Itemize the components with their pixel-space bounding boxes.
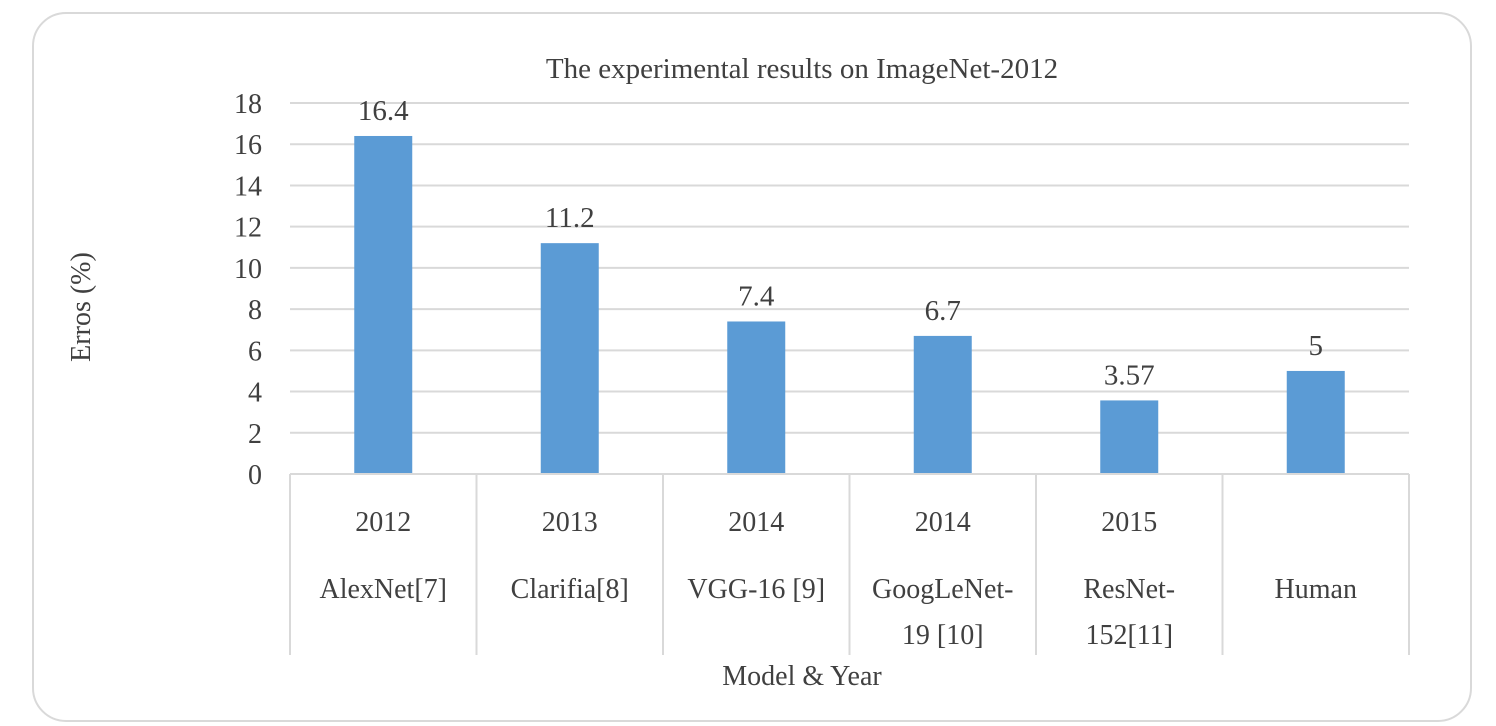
x-category-model: VGG-16 [9]	[687, 574, 825, 605]
y-tick-label: 4	[248, 378, 262, 409]
data-label: 6.7	[925, 295, 961, 327]
bar	[727, 321, 786, 474]
bar	[354, 135, 413, 474]
x-category-year: 2014	[915, 507, 971, 538]
data-label: 3.57	[1104, 359, 1155, 391]
data-label: 7.4	[738, 280, 775, 312]
y-tick-label: 16	[234, 130, 262, 161]
x-category-model: 152[11]	[1085, 620, 1173, 651]
y-tick-label: 6	[248, 336, 262, 367]
x-category-model: 19 [10]	[902, 620, 984, 651]
x-category-model: AlexNet[7]	[319, 574, 447, 605]
x-category-model: Human	[1275, 574, 1357, 605]
chart-title: The experimental results on ImageNet-201…	[546, 53, 1058, 85]
x-category-year: 2014	[728, 507, 784, 538]
x-category-year: 2015	[1101, 507, 1157, 538]
bar	[540, 243, 599, 474]
bar	[1286, 370, 1345, 474]
y-tick-label: 18	[234, 89, 262, 120]
bar	[1100, 400, 1159, 474]
y-tick-label: 14	[234, 171, 262, 202]
data-label: 16.4	[358, 95, 409, 127]
grid-lines	[290, 102, 1409, 434]
data-label: 11.2	[545, 202, 595, 234]
x-category-year: 2013	[542, 507, 598, 538]
y-axis-label: Erros (%)	[66, 252, 97, 362]
bars: 16.4 11.2 7.4 6.7 3.57 5	[354, 95, 1345, 474]
y-tick-label: 0	[248, 460, 262, 491]
y-tick-label: 2	[248, 419, 262, 450]
axis: 0 2 4 6 8 10 12 14 16 18 2012 AlexNet[7] 2013 Clarifi…	[234, 89, 1410, 655]
x-axis-label: Model & Year	[722, 661, 882, 692]
y-tick-label: 12	[234, 213, 262, 244]
data-label: 5	[1309, 330, 1324, 362]
y-tick-label: 8	[248, 295, 262, 326]
x-category-model: Clarifia[8]	[511, 574, 629, 605]
x-category-year: 2012	[355, 507, 411, 538]
y-tick-label: 10	[234, 254, 262, 285]
x-category-model: ResNet-	[1083, 574, 1175, 605]
x-category-model: GoogLeNet-	[872, 574, 1014, 605]
bar	[913, 335, 972, 474]
